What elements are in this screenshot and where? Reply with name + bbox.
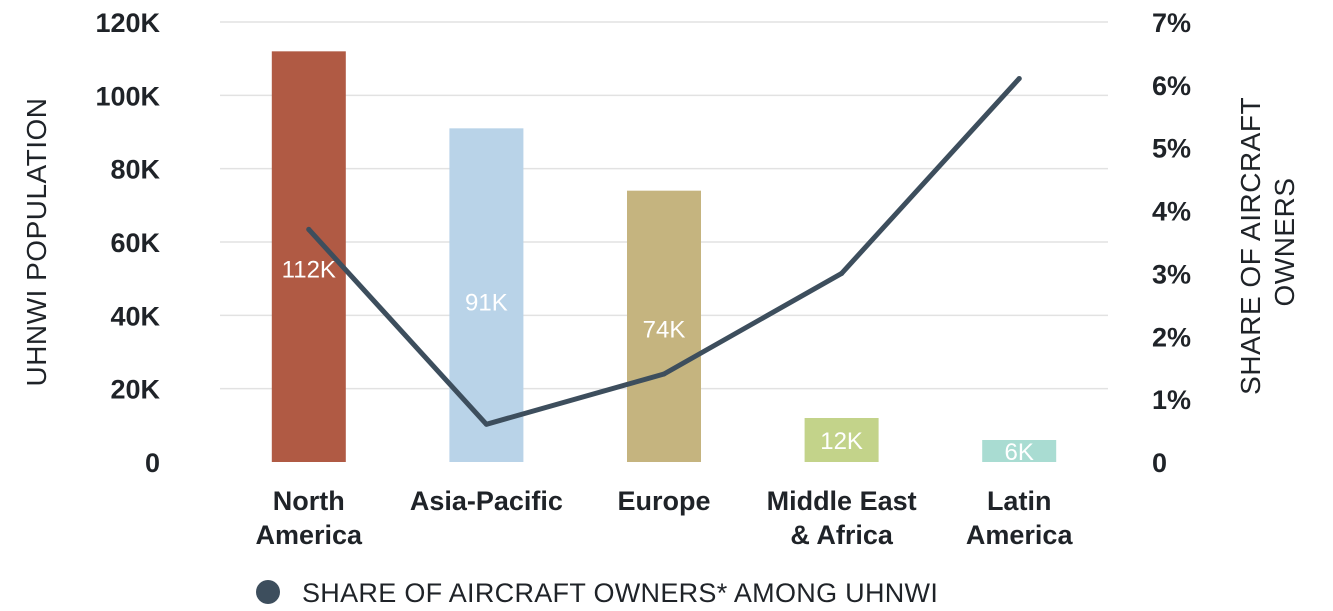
right-tick-3: 3%: [1152, 259, 1191, 289]
bar-label-3: 74K: [643, 316, 686, 343]
bar-2: [449, 128, 524, 463]
share-point-1: [306, 226, 312, 232]
x-tick-1-line-2: America: [256, 520, 364, 550]
legend-label: SHARE OF AIRCRAFT OWNERS* AMONG UHNWI: [302, 578, 938, 608]
left-tick-4: 80K: [110, 155, 160, 185]
bar-labels: 112K 91K 74K 12K 6K: [282, 256, 1034, 466]
bar-label-2: 91K: [465, 290, 508, 317]
right-tick-2: 2%: [1152, 322, 1191, 352]
bar-5: [982, 440, 1057, 462]
x-tick-1-line-1: North: [273, 486, 345, 516]
share-point-3: [661, 371, 667, 377]
bars: [271, 51, 1057, 463]
x-tick-5: Latin America: [966, 486, 1074, 550]
right-axis-title-line-1: SHARE OF AIRCRAFT: [1235, 97, 1266, 394]
right-tick-4: 4%: [1152, 197, 1191, 227]
right-tick-7: 7%: [1152, 8, 1191, 38]
left-tick-3: 60K: [110, 228, 160, 258]
left-tick-0: 0: [145, 448, 160, 478]
x-tick-4: Middle East & Africa: [767, 486, 917, 550]
left-tick-5: 100K: [95, 81, 160, 111]
x-tick-4-line-1: Middle East: [767, 486, 917, 516]
x-tick-5-line-2: America: [966, 520, 1074, 550]
x-tick-5-line-1: Latin: [987, 486, 1052, 516]
x-tick-1: North America: [256, 486, 364, 550]
x-tick-2-line-1: Asia-Pacific: [410, 486, 563, 516]
share-point-5: [1016, 76, 1022, 82]
right-tick-0: 0: [1152, 448, 1167, 478]
x-tick-3-line-1: Europe: [617, 486, 710, 516]
left-tick-6: 120K: [95, 8, 160, 38]
bar-label-1: 112K: [282, 256, 336, 283]
bar-4: [804, 418, 879, 462]
left-tick-2: 40K: [110, 301, 160, 331]
right-tick-6: 6%: [1152, 71, 1191, 101]
bar-3: [627, 190, 701, 462]
x-tick-3: Europe: [617, 486, 710, 516]
x-tick-4-line-2: & Africa: [790, 520, 894, 550]
share-point-4: [839, 270, 845, 276]
x-axis-ticks: North America Asia-Pacific Europe Middle Eas…: [256, 486, 1074, 550]
right-y-axis-ticks: 0 1% 2% 3% 4% 5% 6% 7%: [1152, 8, 1191, 478]
share-line-series: [306, 76, 1022, 427]
x-tick-2: Asia-Pacific: [410, 486, 563, 516]
bar-label-4: 12K: [820, 428, 863, 455]
legend: SHARE OF AIRCRAFT OWNERS* AMONG UHNWI: [256, 578, 938, 608]
right-axis-title-line-2: OWNERS: [1269, 178, 1300, 307]
left-tick-1: 20K: [110, 375, 160, 405]
right-axis-title: SHARE OF AIRCRAFT OWNERS: [1235, 89, 1300, 395]
legend-marker: [256, 580, 280, 604]
share-point-2: [483, 421, 489, 427]
left-y-axis-ticks: 0 20K 40K 60K 80K 100K 120K: [95, 8, 160, 478]
left-axis-title: UHNWI POPULATION: [21, 97, 52, 386]
right-tick-1: 1%: [1152, 385, 1191, 415]
right-tick-5: 5%: [1152, 134, 1191, 164]
bar-label-5: 6K: [1005, 439, 1034, 466]
